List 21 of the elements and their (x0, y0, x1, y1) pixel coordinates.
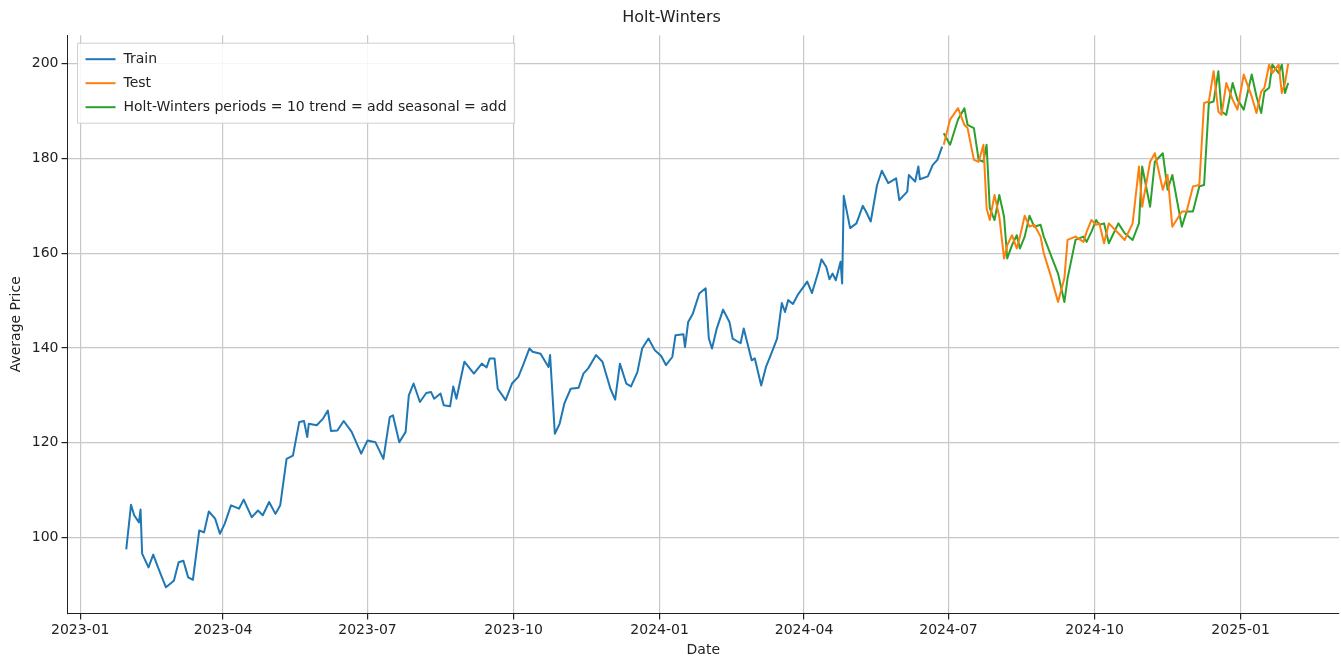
x-tick-label: 2024-01 (630, 621, 689, 638)
y-tick-label: 120 (31, 433, 59, 450)
legend-label: Test (122, 73, 152, 90)
y-axis-title: Average Price (7, 276, 24, 373)
x-tick-label: 2023-07 (338, 621, 397, 638)
legend-label: Train (122, 49, 158, 66)
chart-title: Holt-Winters (622, 6, 721, 26)
y-tick-label: 200 (31, 54, 59, 71)
legend-label: Holt-Winters periods = 10 trend = add seasonal = add (123, 97, 507, 114)
x-tick-label: 2024-10 (1065, 621, 1124, 638)
y-tick-label: 160 (31, 243, 59, 260)
x-tick-label: 2024-04 (774, 621, 834, 638)
y-tick-label: 100 (31, 528, 59, 545)
x-tick-label: 2023-10 (484, 621, 543, 638)
y-tick-label: 180 (31, 149, 59, 166)
x-tick-label: 2023-04 (193, 621, 253, 638)
x-tick-label: 2025-01 (1211, 621, 1270, 638)
y-tick-label: 140 (31, 338, 59, 355)
x-axis-title: Date (686, 641, 720, 658)
x-tick-label: 2024-07 (919, 621, 978, 638)
x-tick-label: 2023-01 (50, 621, 110, 638)
